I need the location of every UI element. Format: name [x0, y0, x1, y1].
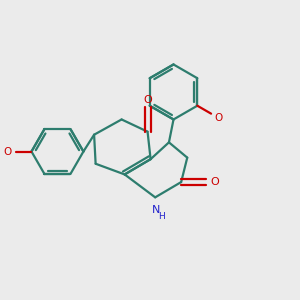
Text: N: N: [152, 205, 160, 215]
Text: O: O: [214, 113, 223, 123]
Text: O: O: [4, 146, 12, 157]
Text: O: O: [210, 177, 219, 187]
Text: O: O: [143, 94, 152, 105]
Text: H: H: [158, 212, 165, 221]
